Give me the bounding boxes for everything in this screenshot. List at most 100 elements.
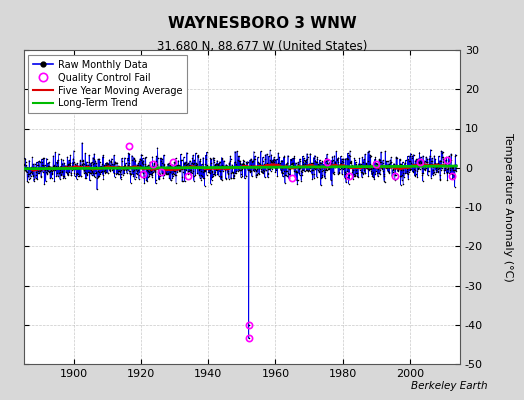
Point xyxy=(63,154,71,160)
Point xyxy=(274,150,282,156)
Point xyxy=(100,162,108,168)
Point xyxy=(161,169,170,176)
Point xyxy=(168,167,177,173)
Point xyxy=(248,164,256,170)
Point xyxy=(235,167,243,173)
Point xyxy=(91,174,99,180)
Point xyxy=(194,152,202,158)
Point xyxy=(176,168,184,174)
Point xyxy=(361,151,369,158)
Point xyxy=(62,169,70,176)
Point xyxy=(440,165,449,171)
Point xyxy=(180,178,189,185)
Point xyxy=(327,160,335,167)
Point xyxy=(47,164,55,170)
Point xyxy=(326,164,335,170)
Point xyxy=(376,167,385,174)
Point xyxy=(263,160,271,166)
Point xyxy=(125,160,133,166)
Point xyxy=(252,172,260,178)
Point xyxy=(182,167,191,173)
Point xyxy=(357,169,366,176)
Point xyxy=(261,166,270,173)
Point xyxy=(110,161,118,168)
Point xyxy=(398,159,407,165)
Point xyxy=(209,173,217,179)
Point xyxy=(143,165,151,171)
Point xyxy=(383,162,391,169)
Point xyxy=(313,156,321,162)
Point xyxy=(84,169,92,176)
Point xyxy=(78,158,86,164)
Point xyxy=(238,163,246,169)
Point xyxy=(295,164,303,171)
Point xyxy=(308,167,316,173)
Point xyxy=(342,179,350,186)
Point xyxy=(39,155,48,162)
Point xyxy=(268,159,276,165)
Point xyxy=(412,162,420,168)
Point xyxy=(318,172,326,178)
Point xyxy=(232,161,241,167)
Point xyxy=(422,165,430,172)
Point xyxy=(82,162,90,168)
Point xyxy=(370,176,378,182)
Point xyxy=(203,149,211,156)
Point xyxy=(391,172,399,178)
Point xyxy=(152,158,160,164)
Point xyxy=(89,170,97,176)
Point xyxy=(148,154,157,160)
Point xyxy=(365,167,374,173)
Point xyxy=(86,160,95,167)
Point xyxy=(265,166,273,172)
Point xyxy=(319,164,328,171)
Point xyxy=(69,160,77,166)
Point xyxy=(351,173,359,180)
Point xyxy=(187,163,195,169)
Point xyxy=(151,169,159,175)
Point xyxy=(397,167,406,173)
Point xyxy=(165,175,173,181)
Point xyxy=(402,168,411,174)
Point xyxy=(135,158,144,165)
Point xyxy=(420,166,428,172)
Point xyxy=(208,169,216,175)
Point xyxy=(350,171,358,177)
Point xyxy=(46,175,54,182)
Point xyxy=(405,156,413,162)
Point xyxy=(197,172,205,178)
Point xyxy=(181,160,189,166)
Point xyxy=(83,172,91,178)
Point xyxy=(170,168,179,174)
Point xyxy=(298,167,307,174)
Point xyxy=(315,157,324,163)
Point xyxy=(88,168,96,175)
Point xyxy=(302,156,311,162)
Point xyxy=(371,171,379,177)
Point xyxy=(54,162,62,169)
Point xyxy=(210,158,219,165)
Point xyxy=(155,165,163,172)
Point xyxy=(433,169,442,176)
Point xyxy=(287,164,295,170)
Point xyxy=(191,172,200,178)
Point xyxy=(357,164,365,170)
Point xyxy=(152,161,161,168)
Point xyxy=(259,162,268,169)
Point xyxy=(385,170,394,176)
Point xyxy=(140,174,148,180)
Point xyxy=(365,154,374,160)
Point xyxy=(416,166,424,172)
Point xyxy=(364,149,372,155)
Point xyxy=(267,168,275,174)
Point xyxy=(244,158,252,165)
Point xyxy=(300,163,309,169)
Point xyxy=(167,177,175,184)
Point xyxy=(224,171,233,177)
Point xyxy=(407,150,415,157)
Point xyxy=(199,174,207,181)
Point xyxy=(73,170,81,176)
Point xyxy=(435,162,443,169)
Point xyxy=(407,160,416,166)
Point xyxy=(399,181,407,188)
